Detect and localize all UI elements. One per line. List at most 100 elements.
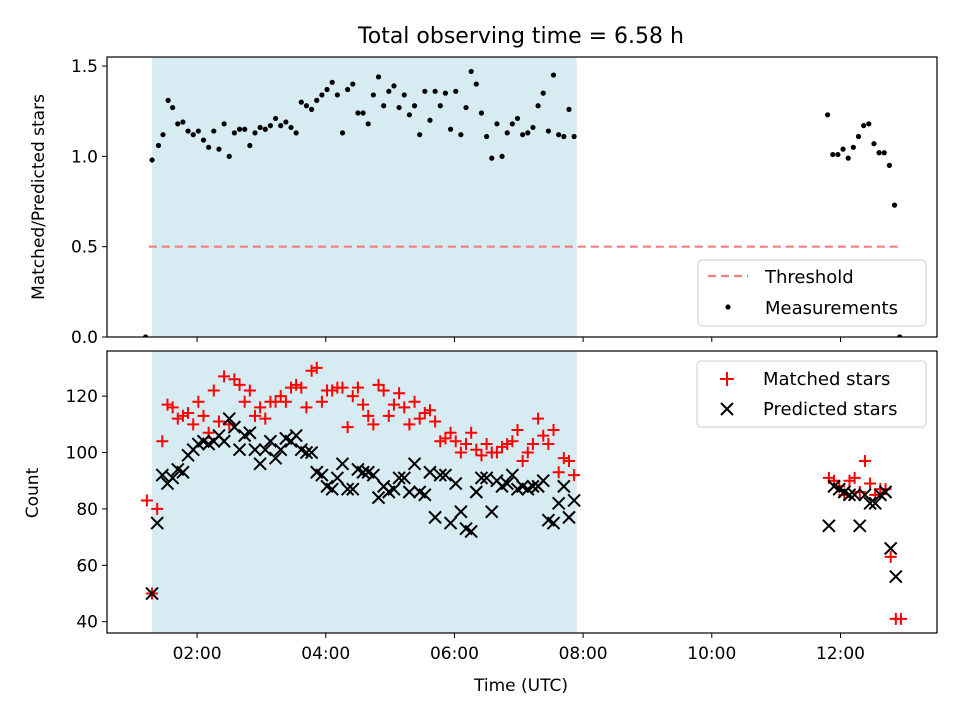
- measurement-point: [231, 130, 237, 136]
- measurement-point: [272, 115, 279, 122]
- measurement-point: [484, 133, 490, 140]
- matched-star-point: [187, 418, 200, 431]
- measurement-point: [200, 137, 207, 143]
- measurement-point: [190, 132, 196, 138]
- measurement-point: [520, 132, 526, 138]
- predicted-star-point: [243, 426, 257, 440]
- matched-star-point: [884, 550, 897, 563]
- predicted-star-point: [423, 465, 437, 479]
- predicted-star-point: [315, 468, 329, 482]
- matched-star-point: [894, 612, 907, 625]
- measurement-point: [881, 150, 887, 156]
- x-tick-label: 06:00: [430, 644, 479, 664]
- measurement-point: [298, 99, 304, 105]
- measurement-point: [897, 334, 903, 337]
- measurement-point: [845, 155, 851, 161]
- measurement-point: [830, 151, 836, 158]
- measurement-point: [422, 88, 428, 94]
- matched-star-point: [501, 438, 514, 451]
- matched-star-point: [557, 452, 570, 465]
- matched-star-point: [444, 426, 457, 439]
- matched-star-point: [367, 418, 380, 431]
- measurement-point: [160, 132, 166, 138]
- matched-star-point: [547, 423, 560, 436]
- matched-star-point: [171, 412, 184, 425]
- matched-star-point: [269, 395, 282, 408]
- measurement-point: [545, 128, 551, 134]
- matched-star-point: [454, 446, 467, 459]
- matched-star-point: [228, 373, 241, 386]
- matched-star-point: [151, 502, 164, 515]
- x-tick-label: 12:00: [816, 644, 865, 664]
- measurement-point: [427, 117, 433, 123]
- measurement-point: [334, 92, 340, 98]
- matched-star-point: [248, 409, 261, 422]
- measurement-point: [556, 132, 562, 138]
- matched-star-point: [853, 486, 866, 498]
- matched-star-point: [192, 395, 205, 408]
- predicted-star-point: [500, 476, 514, 491]
- ratio-observing-window: [152, 57, 577, 337]
- predicted-star-point: [258, 442, 272, 457]
- measurement-point: [370, 92, 376, 98]
- matched-star-point: [460, 438, 473, 451]
- measurement-point: [355, 110, 361, 116]
- matched-stars-legend-swatch: [720, 372, 734, 386]
- matched-star-point: [496, 440, 509, 453]
- measurement-point: [206, 144, 212, 150]
- matched-star-point: [223, 418, 236, 431]
- predicted-star-point: [536, 474, 550, 488]
- ratio-frame: [106, 56, 938, 338]
- predicted-star-point: [232, 442, 247, 457]
- matched-star-point: [295, 381, 308, 394]
- predicted-stars-legend-label: Predicted stars: [763, 399, 897, 420]
- count-y-tick-label: 120: [66, 387, 98, 407]
- matched-star-point: [552, 466, 565, 479]
- predicted-star-point: [222, 411, 236, 426]
- ratio-panel: 0.0 0.5 1.0 1.5: [71, 56, 938, 348]
- predicted-star-point: [150, 516, 164, 530]
- matched-star-point: [423, 404, 436, 417]
- measurement-point: [185, 128, 191, 134]
- predicted-star-point: [464, 524, 478, 539]
- predicted-star-point: [304, 445, 319, 460]
- predicted-star-point: [878, 485, 893, 499]
- matched-star-point: [562, 454, 575, 467]
- measurement-point: [509, 121, 515, 127]
- predicted-star-point: [217, 434, 231, 448]
- matched-star-point: [305, 364, 318, 377]
- predicted-star-point: [847, 488, 862, 502]
- measurement-point: [216, 146, 222, 152]
- measurement-point: [504, 130, 510, 136]
- matched-star-point: [403, 418, 416, 431]
- measurement-point: [329, 79, 335, 85]
- measurement-point: [855, 133, 862, 140]
- measurement-point: [540, 90, 546, 96]
- measurement-point: [195, 128, 201, 134]
- measurement-point: [149, 157, 155, 163]
- measurement-point: [155, 142, 162, 149]
- matched-star-point: [858, 454, 871, 467]
- matched-star-point: [176, 409, 189, 422]
- predicted-star-point: [546, 516, 561, 530]
- matched-star-point: [279, 395, 292, 408]
- predicted-star-point: [402, 485, 417, 499]
- measurement-point: [252, 130, 258, 136]
- matched-star-point: [418, 407, 431, 420]
- measurement-point: [278, 123, 284, 129]
- measurement-point: [375, 74, 382, 80]
- predicted-star-point: [485, 505, 499, 519]
- matched-star-point: [490, 446, 503, 459]
- matched-star-point: [408, 395, 421, 408]
- measurement-point: [876, 150, 882, 156]
- measurement-point: [550, 72, 557, 78]
- measurement-point: [458, 132, 464, 138]
- ratio-series-measurements: [143, 68, 903, 337]
- predicted-star-point: [335, 457, 350, 471]
- chart-title: Total observing time = 6.58 h: [357, 24, 684, 49]
- matched-star-point: [387, 398, 400, 411]
- predicted-star-point: [562, 510, 576, 525]
- matched-star-point: [393, 387, 406, 400]
- measurement-point: [825, 112, 831, 118]
- predicted-star-point: [155, 468, 170, 482]
